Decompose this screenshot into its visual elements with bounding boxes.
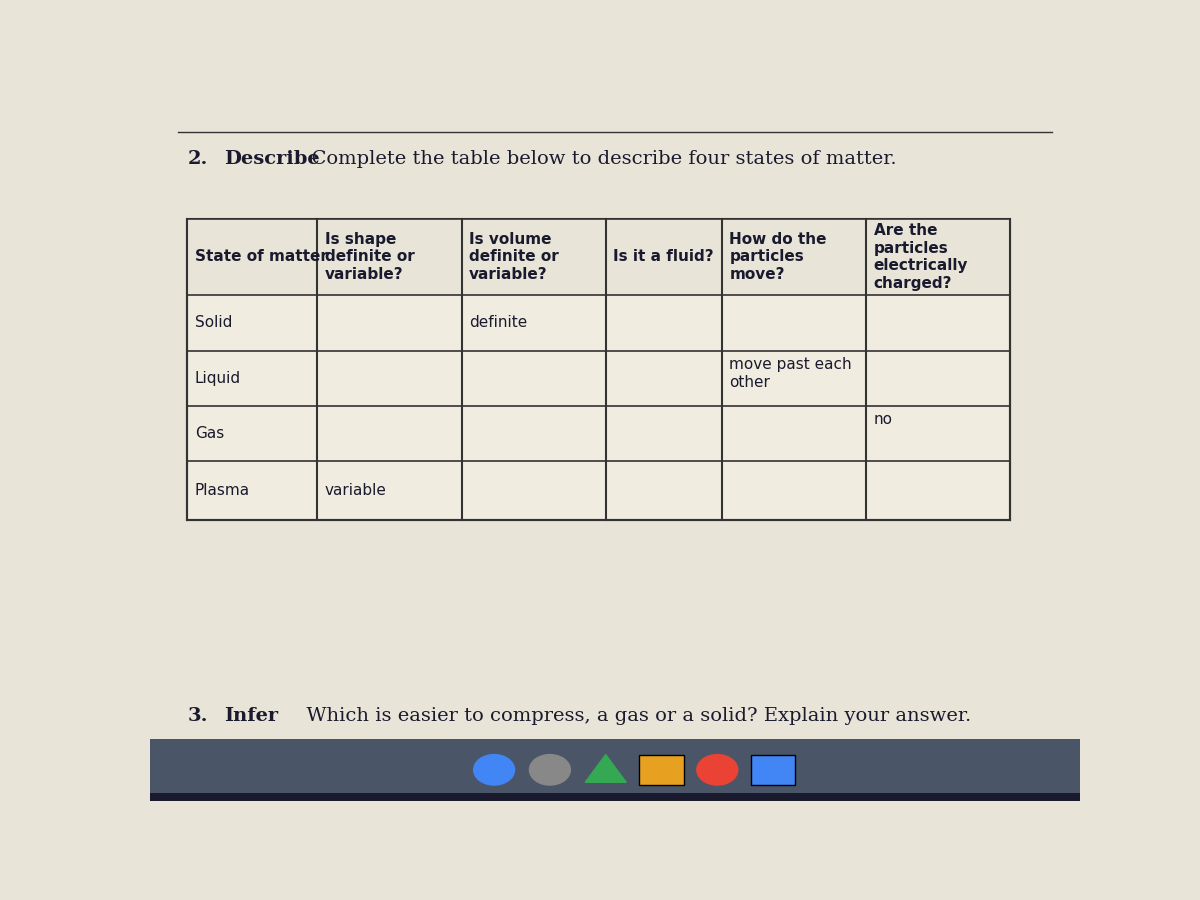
Text: How do the
particles
move?: How do the particles move? — [730, 232, 827, 282]
Text: Liquid: Liquid — [194, 371, 241, 386]
FancyBboxPatch shape — [187, 219, 1010, 520]
Text: definite: definite — [469, 315, 527, 330]
Polygon shape — [586, 754, 626, 782]
Text: Is it a fluid?: Is it a fluid? — [613, 249, 714, 265]
Text: no: no — [874, 411, 893, 427]
Text: Infer: Infer — [224, 707, 278, 725]
FancyBboxPatch shape — [640, 754, 684, 785]
FancyBboxPatch shape — [187, 219, 1010, 295]
Text: move past each
other: move past each other — [730, 357, 852, 390]
Text: Plasma: Plasma — [194, 483, 250, 499]
Text: Gas: Gas — [194, 427, 224, 441]
Text: variable: variable — [325, 483, 386, 499]
Circle shape — [474, 754, 515, 785]
Text: 3.: 3. — [187, 707, 208, 725]
Circle shape — [697, 754, 738, 785]
FancyBboxPatch shape — [751, 754, 796, 785]
Text: Complete the table below to describe four states of matter.: Complete the table below to describe fou… — [299, 149, 896, 167]
Text: State of matter: State of matter — [194, 249, 328, 265]
FancyBboxPatch shape — [150, 739, 1080, 801]
Circle shape — [529, 754, 570, 785]
Text: Is shape
definite or
variable?: Is shape definite or variable? — [325, 232, 414, 282]
FancyBboxPatch shape — [150, 793, 1080, 801]
Text: Are the
particles
electrically
charged?: Are the particles electrically charged? — [874, 223, 968, 291]
Text: Describe: Describe — [224, 149, 320, 167]
Text: Is volume
definite or
variable?: Is volume definite or variable? — [469, 232, 559, 282]
Text: Which is easier to compress, a gas or a solid? Explain your answer.: Which is easier to compress, a gas or a … — [294, 707, 972, 725]
Text: 2.: 2. — [187, 149, 208, 167]
Text: Solid: Solid — [194, 315, 232, 330]
